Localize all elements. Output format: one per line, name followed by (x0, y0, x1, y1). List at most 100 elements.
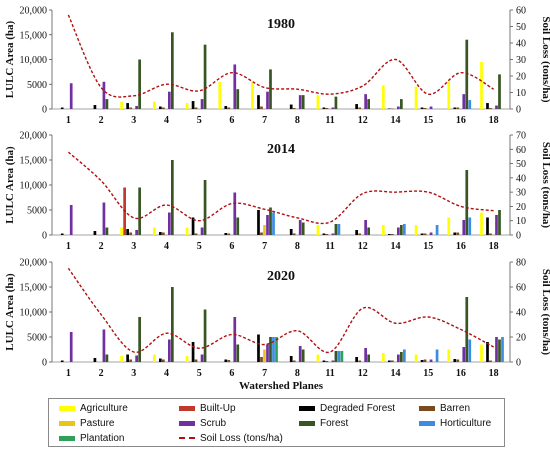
bar-agriculture (414, 86, 418, 109)
x-tick-label: 12 (358, 241, 368, 252)
bar-forest (171, 160, 174, 235)
bar-barren (423, 233, 427, 235)
x-tick-label: 2 (99, 115, 104, 126)
y-tick-label: 0 (42, 105, 47, 116)
x-tick-label: 11 (325, 115, 334, 126)
bar-barren (489, 360, 492, 362)
y2-tick-label: 50 (516, 22, 526, 33)
bar-barren (292, 233, 296, 235)
bar-forest (269, 207, 272, 235)
legend-swatch (59, 435, 75, 441)
y-tick-label: 15,000 (20, 30, 48, 41)
bar-degraded-forest (93, 105, 97, 109)
bar-forest (269, 69, 272, 109)
bar-barren (162, 232, 165, 235)
x-tick-label: 14 (391, 241, 401, 252)
y2-tick-label: 60 (516, 6, 526, 17)
soil-loss-line (67, 267, 494, 353)
y-tick-label: 0 (42, 358, 47, 369)
y-tick-label: 20,000 (20, 131, 48, 142)
bar-scrub (102, 81, 106, 109)
panel-title: 1980 (267, 17, 295, 32)
legend-item: Soil Loss (tons/ha) (179, 431, 283, 445)
bar-scrub (397, 106, 400, 109)
y2-tick-label: 20 (516, 72, 526, 83)
bar-scrub (69, 83, 73, 109)
bar-agriculture (414, 225, 418, 235)
bar-degraded-forest (420, 233, 424, 235)
bar-scrub (266, 215, 269, 235)
y-tick-label: 5000 (27, 206, 47, 217)
x-tick-label: 6 (229, 241, 234, 252)
bar-forest (269, 337, 272, 362)
bar-barren (260, 232, 263, 235)
bar-scrub (168, 91, 171, 109)
legend-item: Scrub (179, 416, 226, 430)
bar-degraded-forest (60, 233, 64, 235)
x-tick-label: 15 (423, 241, 433, 252)
bar-degraded-forest (486, 103, 489, 109)
bar-degraded-forest (388, 360, 391, 362)
bar-horticulture (272, 212, 275, 235)
bar-forest (171, 32, 174, 109)
y2-tick-label: 20 (516, 202, 526, 213)
y2-axis-title: Soil Loss (tons/ha) (540, 142, 550, 229)
bar-barren (194, 233, 198, 235)
legend-label: Plantation (80, 432, 125, 444)
bar-scrub (298, 346, 302, 362)
bar-barren (194, 107, 198, 109)
bar-forest (367, 227, 370, 235)
bar-forest (138, 187, 141, 235)
legend-swatch (179, 405, 195, 411)
bar-forest (334, 96, 338, 109)
bar-scrub (233, 192, 237, 235)
bar-agriculture (316, 225, 320, 235)
bar-horticulture (435, 225, 439, 235)
bar-degraded-forest (486, 217, 489, 235)
legend-swatch (299, 420, 315, 426)
x-tick-label: 16 (456, 241, 466, 252)
x-tick-label: 14 (391, 368, 401, 379)
bar-forest (203, 309, 207, 362)
bar-scrub (200, 354, 204, 362)
bar-scrub (495, 337, 498, 362)
bar-degraded-forest (289, 229, 293, 235)
soil-loss-line (67, 14, 494, 98)
y-tick-label: 5000 (27, 333, 47, 344)
bar-forest (138, 317, 141, 362)
y2-axis-title: Soil Loss (tons/ha) (540, 269, 550, 356)
x-tick-label: 2 (99, 241, 104, 252)
legend-item: Plantation (59, 431, 124, 445)
bar-degraded-forest (126, 103, 129, 109)
bar-barren (456, 359, 460, 362)
bar-agriculture (382, 225, 385, 235)
bar-scrub (102, 329, 106, 362)
bar-barren (129, 359, 132, 362)
bar-degraded-forest (257, 95, 260, 109)
bar-degraded-forest (93, 231, 97, 235)
legend-item: Barren (419, 401, 470, 415)
bar-degraded-forest (159, 232, 162, 235)
y-tick-label: 10,000 (20, 181, 48, 192)
bar-forest (236, 89, 240, 109)
x-tick-label: 6 (229, 368, 234, 379)
bar-degraded-forest (355, 104, 358, 109)
x-tick-label: 7 (262, 241, 267, 252)
x-tick-label: 5 (197, 368, 202, 379)
legend-swatch (59, 405, 75, 411)
bar-barren (489, 108, 492, 109)
bar-forest (400, 352, 403, 362)
bar-degraded-forest (257, 334, 260, 362)
x-tick-label: 16 (456, 368, 466, 379)
panel-title: 2014 (267, 142, 295, 157)
y-axis-title: LULC Area (ha) (4, 20, 16, 98)
bar-forest (236, 344, 240, 362)
bar-scrub (331, 107, 335, 109)
bar-degraded-forest (388, 234, 391, 235)
bar-degraded-forest (224, 233, 228, 235)
bar-degraded-forest (159, 106, 162, 109)
bar-agriculture (153, 227, 156, 235)
x-tick-label: 8 (295, 368, 300, 379)
y2-tick-label: 40 (516, 39, 526, 50)
